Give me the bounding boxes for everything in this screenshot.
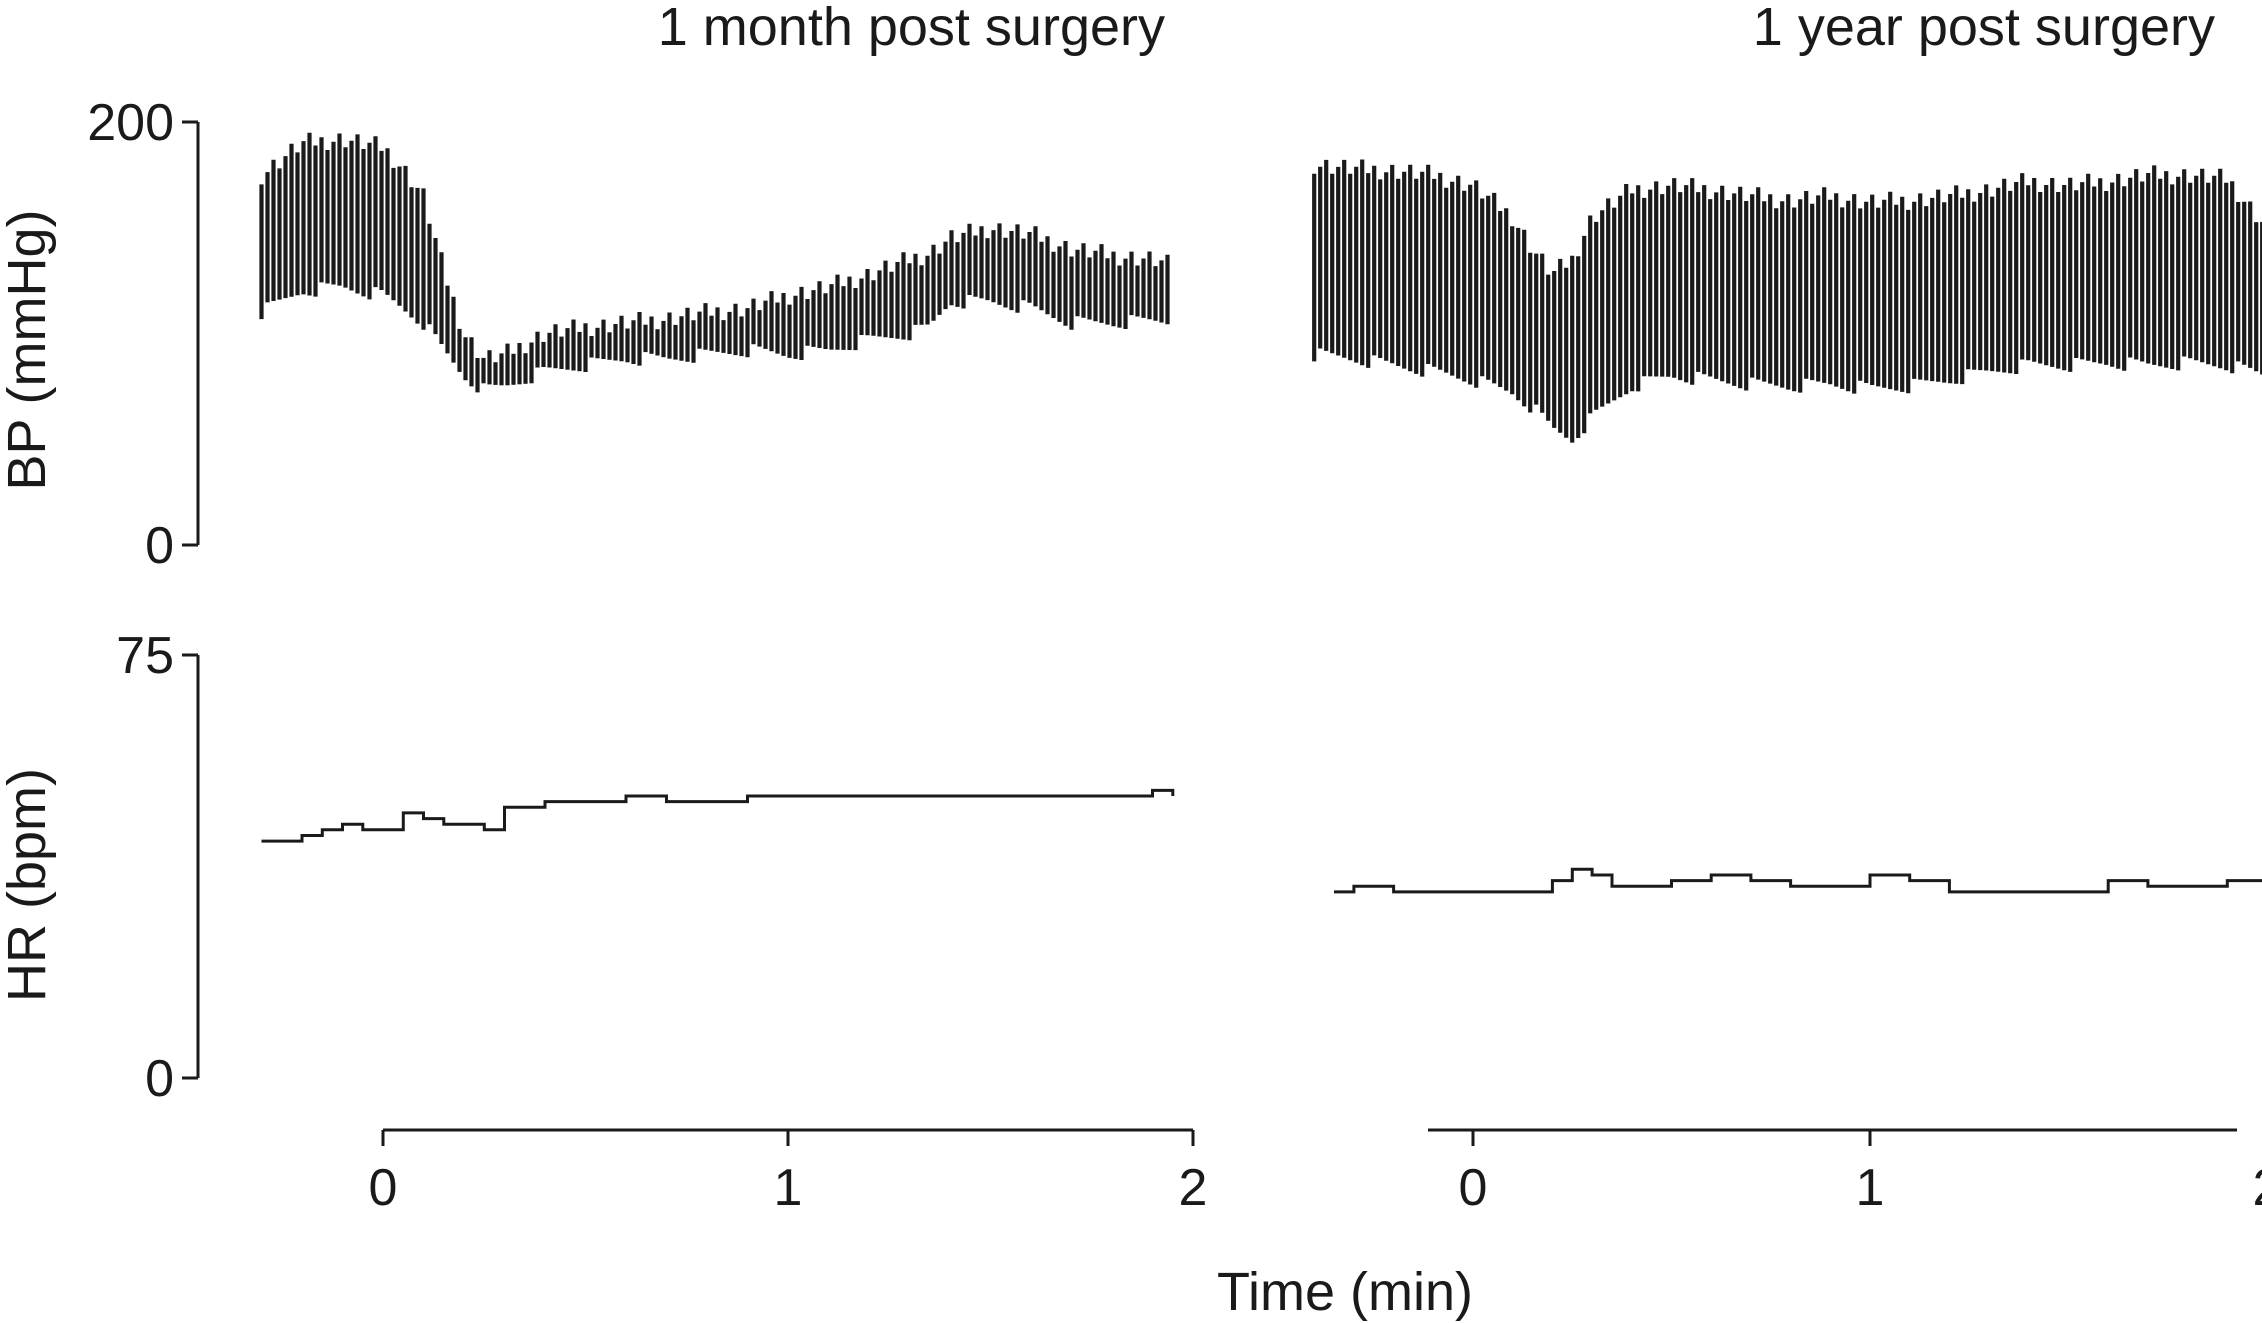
y-tick-label: 0 xyxy=(145,1050,174,1108)
bp-trace-1 xyxy=(1312,159,2262,443)
panel-title-1-month: 1 month post surgery xyxy=(658,0,1165,57)
x-tick-label: 2 xyxy=(1179,1159,1208,1217)
panel-title-1-year: 1 year post surgery xyxy=(1753,0,2215,57)
bp-y-axis-title: BP (mmHg) xyxy=(0,209,57,490)
x-tick-label: 1 xyxy=(774,1159,803,1217)
y-tick-label: 0 xyxy=(145,517,174,575)
y-tick-label: 200 xyxy=(87,94,174,152)
data-traces xyxy=(259,132,2262,894)
hr-trace-0 xyxy=(261,788,1175,843)
x-axes: 0 1 2 0 1 2 xyxy=(369,1128,2262,1217)
x-axis-title: Time (min) xyxy=(1217,1262,1473,1322)
x-tick-label: 0 xyxy=(369,1159,398,1217)
hr-trace-1 xyxy=(1334,867,2262,894)
x-tick-label: 2 xyxy=(2253,1159,2262,1217)
y-tick-label: 75 xyxy=(116,627,174,685)
hr-y-axis-title: HR (bpm) xyxy=(0,768,57,1002)
bp-trace-0 xyxy=(259,132,1170,393)
left-y-axes: 200 0 75 0 xyxy=(87,94,200,1108)
x-tick-label: 1 xyxy=(1856,1159,1885,1217)
x-tick-label: 0 xyxy=(1459,1159,1488,1217)
